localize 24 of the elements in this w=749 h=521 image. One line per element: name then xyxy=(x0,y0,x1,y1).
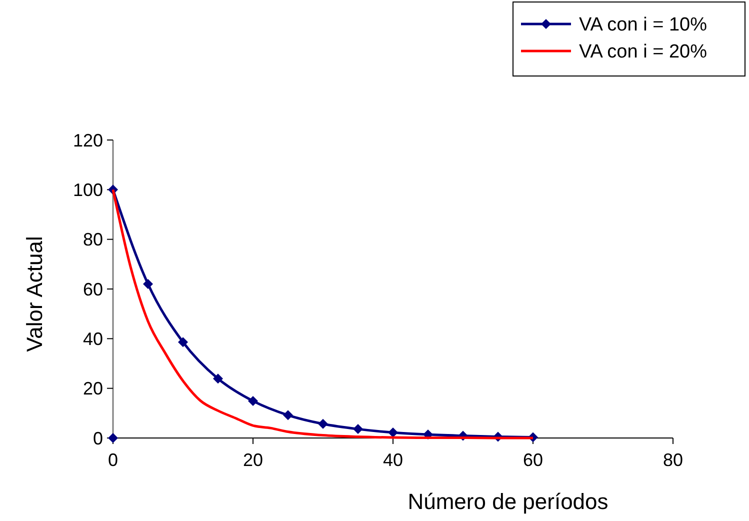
y-tick-label: 120 xyxy=(72,130,103,150)
x-tick-label: 0 xyxy=(108,450,118,470)
y-tick-label: 100 xyxy=(72,180,103,200)
x-tick-label: 60 xyxy=(522,450,544,470)
y-tick-label: 20 xyxy=(82,378,103,399)
point xyxy=(248,396,258,406)
point xyxy=(353,424,363,434)
x-tick-label: 20 xyxy=(242,450,264,470)
x-tick-label: 80 xyxy=(662,450,684,470)
legend-label: VA con i = 10% xyxy=(579,14,708,36)
point xyxy=(143,279,153,290)
y-tick-label: 60 xyxy=(82,279,103,300)
point xyxy=(213,374,223,384)
legend-label: VA con i = 20% xyxy=(579,42,708,63)
point xyxy=(388,428,398,438)
point xyxy=(178,337,188,348)
y-tick-label: 40 xyxy=(82,328,103,349)
x-axis-title: Número de períodos xyxy=(408,489,608,514)
point xyxy=(283,410,293,420)
y-axis-title: Valor Actual xyxy=(22,236,47,352)
x-tick-label: 40 xyxy=(382,450,404,470)
y-tick-label: 80 xyxy=(82,230,103,250)
point xyxy=(318,418,328,429)
y-tick-label: 0 xyxy=(92,428,103,448)
